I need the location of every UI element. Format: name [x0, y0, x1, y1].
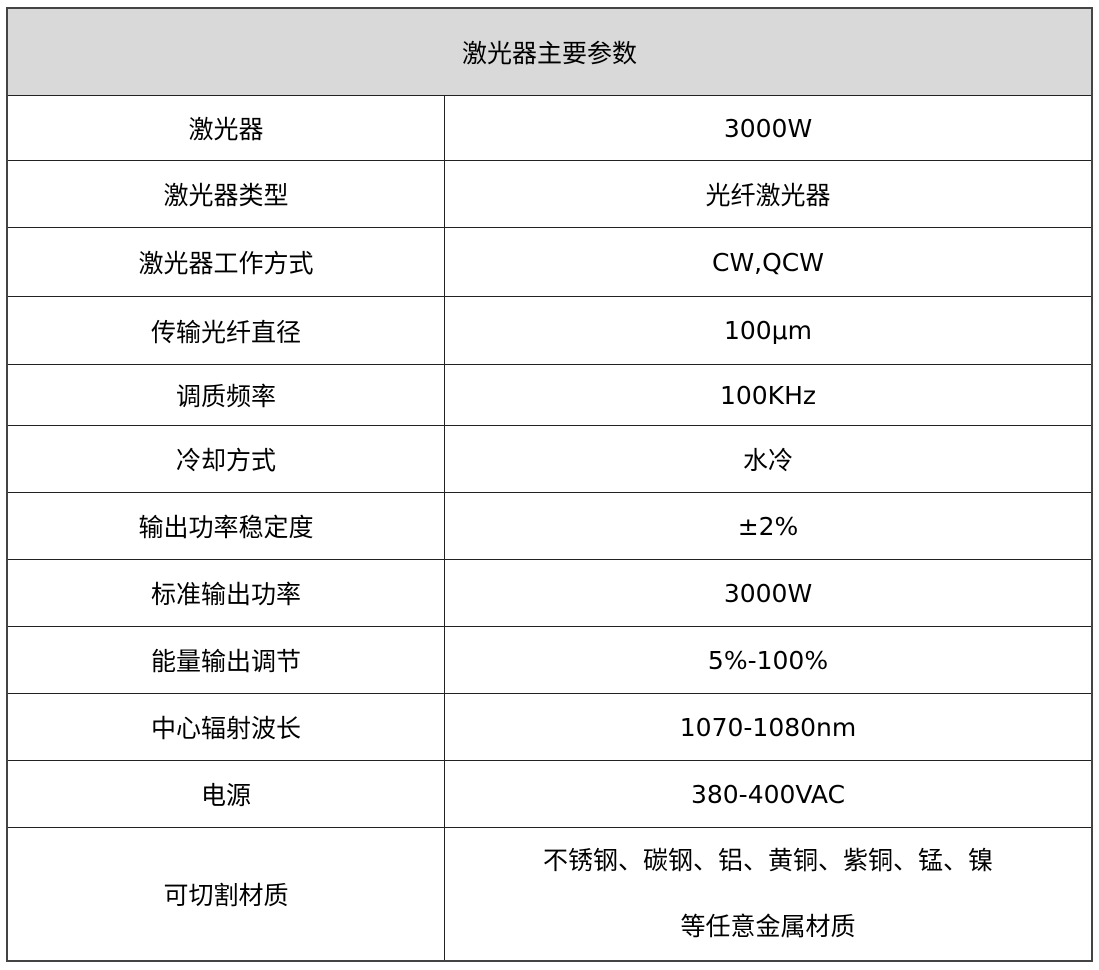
- parameter-value: CW,QCW: [444, 227, 1093, 297]
- table-row: 标准输出功率 3000W: [6, 559, 1093, 627]
- materials-line-1: 不锈钢、碳钢、铝、黄铜、紫铜、锰、镍: [542, 846, 993, 875]
- parameter-value: 3000W: [444, 95, 1093, 161]
- parameter-label: 可切割材质: [6, 827, 445, 962]
- table-row-materials: 可切割材质 不锈钢、碳钢、铝、黄铜、紫铜、锰、镍 等任意金属材质: [6, 827, 1093, 962]
- parameter-label: 中心辐射波长: [6, 693, 445, 761]
- parameter-label: 激光器类型: [6, 160, 445, 228]
- parameter-value: ±2%: [444, 492, 1093, 560]
- table-row: 冷却方式 水冷: [6, 425, 1093, 493]
- table-row: 调质频率 100KHz: [6, 364, 1093, 426]
- parameter-label: 调质频率: [6, 364, 445, 426]
- parameter-label: 电源: [6, 760, 445, 828]
- parameter-label: 能量输出调节: [6, 626, 445, 694]
- table-row: 电源 380-400VAC: [6, 760, 1093, 828]
- parameter-value: 光纤激光器: [444, 160, 1093, 228]
- parameter-value: 5%-100%: [444, 626, 1093, 694]
- parameter-value: 380-400VAC: [444, 760, 1093, 828]
- parameter-value: 不锈钢、碳钢、铝、黄铜、紫铜、锰、镍 等任意金属材质: [444, 827, 1093, 962]
- parameter-label: 冷却方式: [6, 425, 445, 493]
- table-row: 传输光纤直径 100μm: [6, 296, 1093, 365]
- parameter-label: 传输光纤直径: [6, 296, 445, 365]
- materials-line-2: 等任意金属材质: [680, 912, 856, 941]
- table-row: 能量输出调节 5%-100%: [6, 626, 1093, 694]
- parameter-label: 输出功率稳定度: [6, 492, 445, 560]
- table-row: 输出功率稳定度 ±2%: [6, 492, 1093, 560]
- table-row: 激光器工作方式 CW,QCW: [6, 227, 1093, 297]
- laser-parameters-table: 激光器主要参数 激光器 3000W 激光器类型 光纤激光器 激光器工作方式 CW,QCW 传…: [6, 7, 1093, 962]
- parameter-label: 标准输出功率: [6, 559, 445, 627]
- parameter-label: 激光器: [6, 95, 445, 161]
- parameter-value: 3000W: [444, 559, 1093, 627]
- parameter-label: 激光器工作方式: [6, 227, 445, 297]
- table-row: 激光器 3000W: [6, 95, 1093, 161]
- table-row: 中心辐射波长 1070-1080nm: [6, 693, 1093, 761]
- table-row: 激光器类型 光纤激光器: [6, 160, 1093, 228]
- table-title: 激光器主要参数: [6, 7, 1093, 96]
- parameter-value: 水冷: [444, 425, 1093, 493]
- parameter-value: 1070-1080nm: [444, 693, 1093, 761]
- parameter-value: 100μm: [444, 296, 1093, 365]
- table-header-row: 激光器主要参数: [6, 7, 1093, 96]
- parameter-value: 100KHz: [444, 364, 1093, 426]
